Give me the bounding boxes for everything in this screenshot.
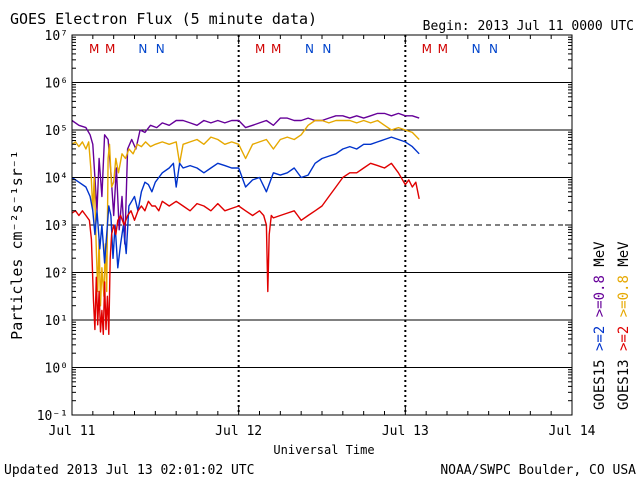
begin-time-label: Begin: 2013 Jul 11 0000 UTC — [423, 19, 634, 34]
legend-item: GOES15 — [592, 359, 608, 410]
legend-item: >=0.8 — [616, 275, 632, 326]
pass-marker-m-1: M — [89, 42, 99, 56]
x-tick-label: Jul 11 — [49, 424, 96, 439]
pass-marker-m-2: M — [105, 42, 115, 56]
y-tick-label: 10⁶ — [45, 77, 68, 92]
y-tick-label: 10⁻¹ — [37, 409, 68, 424]
legend-item: MeV — [592, 241, 608, 275]
legend-item: >=2 — [616, 326, 632, 360]
source-credit: NOAA/SWPC Boulder, CO USA — [440, 463, 636, 478]
x-tick-label: Jul 14 — [549, 424, 596, 439]
day-boundaries — [237, 35, 407, 415]
legend-item: MeV — [616, 241, 632, 275]
x-axis-label: Universal Time — [273, 443, 374, 457]
updated-timestamp: Updated 2013 Jul 13 02:01:02 UTC — [4, 463, 254, 478]
pass-marker-n-4: N — [156, 42, 165, 56]
y-tick-label: 10⁵ — [45, 124, 68, 139]
y-tick-label: 10² — [45, 267, 68, 282]
x-tick-label: Jul 12 — [215, 424, 262, 439]
legend-item: >=2 — [592, 326, 608, 360]
pass-marker-m-9: M — [422, 42, 432, 56]
y-tick-label: 10⁰ — [45, 362, 68, 377]
pass-marker-n-11: N — [472, 42, 481, 56]
y-tick-label: 10⁷ — [45, 29, 68, 44]
legend-item: GOES13 — [616, 359, 632, 410]
series-line-3 — [71, 136, 420, 269]
pass-marker-m-5: M — [255, 42, 265, 56]
pass-marker-n-12: N — [489, 42, 498, 56]
pass-marker-n-7: N — [305, 42, 314, 56]
y-tick-label: 10³ — [45, 219, 68, 234]
pass-marker-m-10: M — [438, 42, 448, 56]
legend-item: >=0.8 — [592, 275, 608, 326]
legend-goes15: GOES15 >=2 >=0.8 MeV — [592, 241, 608, 410]
y-tick-label: 10¹ — [45, 314, 68, 329]
legend-goes13: GOES13 >=2 >=0.8 MeV — [616, 241, 632, 410]
y-tick-label: 10⁴ — [45, 172, 68, 187]
x-tick-label: Jul 13 — [382, 424, 429, 439]
pass-marker-n-8: N — [322, 42, 331, 56]
data-series — [71, 112, 420, 335]
gridlines — [72, 82, 572, 368]
y-axis-label: Particles cm⁻²s⁻¹sr⁻¹ — [8, 150, 26, 340]
chart-title: GOES Electron Flux (5 minute data) — [10, 10, 317, 28]
pass-marker-m-6: M — [271, 42, 281, 56]
series-line-4 — [71, 162, 420, 335]
series-line-1 — [71, 112, 420, 245]
pass-marker-n-3: N — [138, 42, 147, 56]
